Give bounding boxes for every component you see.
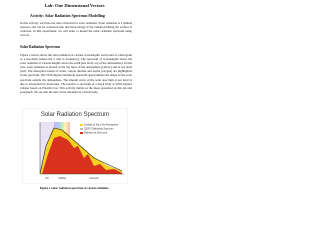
- legend-swatch: [80, 124, 83, 126]
- legend-text: Radiation at Sea Level: [84, 132, 108, 135]
- spectrum-figure: Solar Radiation Spectrum UV Visible Infr…: [22, 108, 128, 184]
- figure-caption: Figure 1 Solar radiation spectrum at var…: [39, 186, 110, 190]
- legend-text: 5250°C Blackbody Spectrum: [84, 128, 113, 131]
- figure-title: Solar Radiation Spectrum: [41, 112, 109, 118]
- band-label: Infrared: [90, 176, 99, 180]
- doc-title: Lab: One Dimensional Vectors: [44, 3, 105, 8]
- doc-subtitle: Activity: Solar Radiation Spectrum Model…: [30, 14, 105, 18]
- section-heading: Solar Radiation Spectrum: [20, 45, 61, 49]
- intro-paragraph: In this activity, we'll use the data col…: [20, 21, 132, 38]
- band-label: UV: [45, 176, 49, 180]
- sea-level-area: [42, 136, 122, 174]
- document-page: {"header": {"title": "Lab: One Dimension…: [0, 0, 149, 198]
- band-label: Visible: [58, 176, 66, 180]
- section-paragraph: Figure 1 below shows the solar radiation…: [20, 53, 132, 94]
- blackbody-curve: [39, 127, 123, 175]
- legend-text: Sunlight at Top of the Atmosphere: [84, 124, 119, 127]
- legend-swatch: [80, 132, 83, 134]
